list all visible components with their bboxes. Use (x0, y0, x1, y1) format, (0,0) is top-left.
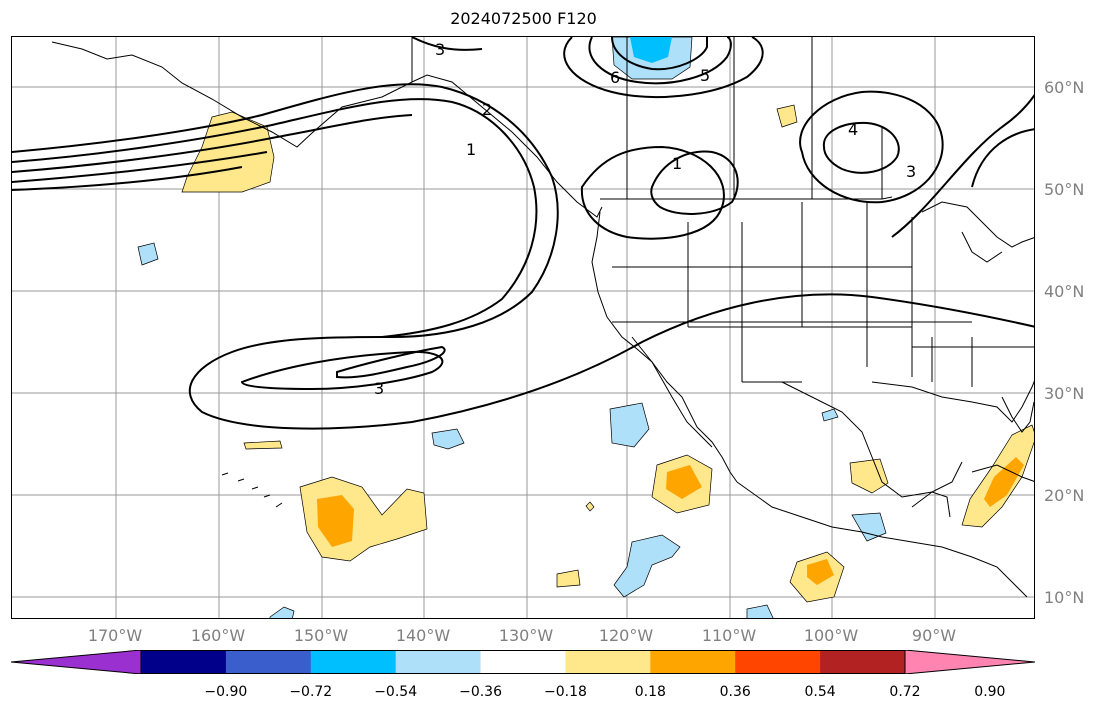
contour-labels: 3 6 5 2 1 1 4 3 3 (374, 40, 916, 398)
lon-label: 130°W (498, 626, 554, 645)
lon-label: 140°W (395, 626, 451, 645)
colorbar-tick-label: 0.36 (719, 684, 751, 700)
colorbar-frame (140, 650, 906, 674)
contour-label: 5 (700, 66, 710, 85)
colorbar-segment (565, 650, 651, 674)
lon-label: 100°W (803, 626, 859, 645)
lon-label: 170°W (87, 626, 143, 645)
colorbar-segment (480, 650, 566, 674)
colorbar-segment (141, 650, 227, 674)
contour-label: 2 (482, 100, 492, 119)
lon-label: 110°W (701, 626, 757, 645)
map-panel: 3 6 5 2 1 1 4 3 3 (11, 36, 1035, 619)
colorbar-tick-label: −0.72 (289, 684, 333, 700)
colorbar (11, 650, 1035, 674)
lon-label: 160°W (190, 626, 246, 645)
lat-label: 40°N (1044, 282, 1085, 301)
shading (137, 37, 1034, 618)
colorbar-segment (310, 650, 397, 674)
lon-label: 150°W (293, 626, 349, 645)
lat-label: 50°N (1044, 180, 1085, 199)
colorbar-tick-label: 0.18 (634, 684, 666, 700)
contours (12, 37, 1034, 430)
lat-label: 10°N (1044, 588, 1085, 607)
contour-label: 6 (610, 68, 620, 87)
colorbar-tick-label: 0.54 (804, 684, 836, 700)
lon-label: 120°W (598, 626, 654, 645)
colorbar-segment (650, 650, 736, 674)
colorbar-tick-label: −0.36 (459, 684, 502, 700)
contour-label: 1 (672, 154, 682, 173)
lon-label: 90°W (911, 626, 957, 645)
lat-label: 60°N (1044, 78, 1085, 97)
colorbar-tick-label: −0.54 (374, 684, 418, 700)
contour-label: 3 (374, 379, 384, 398)
colorbar-segment (225, 650, 312, 674)
colorbar-segment (395, 650, 482, 674)
contour-label: 3 (435, 40, 445, 59)
contour-label: 4 (848, 120, 858, 139)
colorbar-tick-label: −0.18 (543, 684, 587, 700)
colorbar-extend-low (11, 650, 142, 674)
map-title: 2024072500 F120 (450, 9, 597, 28)
lat-label: 20°N (1044, 486, 1085, 505)
colorbar-tick-label: 0.90 (974, 684, 1006, 700)
map-canvas: 3 6 5 2 1 1 4 3 3 (12, 37, 1034, 618)
colorbar-segment (735, 650, 821, 674)
contour-label: 3 (906, 162, 916, 181)
coastlines (51, 37, 1034, 598)
colorbar-tick-label: 0.72 (889, 684, 921, 700)
colorbar-extend-high (904, 650, 1035, 674)
contour-label: 1 (466, 140, 476, 159)
colorbar-segment (820, 650, 906, 674)
lat-label: 30°N (1044, 384, 1085, 403)
colorbar-tick-label: −0.90 (204, 684, 248, 700)
